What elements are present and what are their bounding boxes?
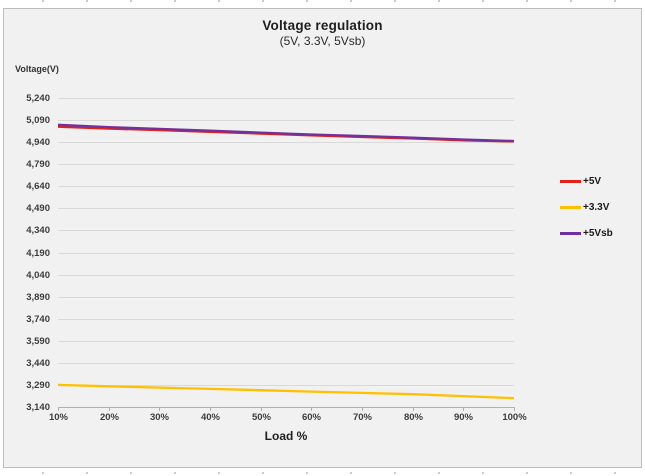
x-tick-label: 30% bbox=[149, 412, 169, 423]
legend-item-5vsb: +5Vsb bbox=[560, 227, 613, 239]
y-tick-label: 3,590 bbox=[26, 335, 50, 347]
top-edge-tick-marks bbox=[0, 0, 645, 2]
y-tick-label: 4,190 bbox=[26, 247, 50, 259]
chart-legend: +5V +3.3V +5Vsb bbox=[560, 175, 613, 253]
y-tick-label: 4,040 bbox=[26, 269, 50, 281]
legend-item-33v: +3.3V bbox=[560, 201, 613, 213]
series-line-33v bbox=[57, 383, 515, 400]
y-tick-label: 4,340 bbox=[26, 224, 50, 236]
y-tick-label: 4,940 bbox=[26, 136, 50, 148]
chart-title: Voltage regulation bbox=[262, 18, 383, 33]
x-tick-label: 50% bbox=[251, 412, 271, 423]
y-tick-label: 5,240 bbox=[26, 92, 50, 104]
legend-line-swatch bbox=[560, 231, 581, 235]
x-tick-label: 40% bbox=[200, 412, 220, 423]
y-tick-label: 3,740 bbox=[26, 313, 50, 325]
legend-label: +3.3V bbox=[583, 201, 610, 213]
x-tick-label: 10% bbox=[48, 412, 68, 423]
y-tick-label: 3,290 bbox=[26, 379, 50, 391]
x-tick-label: 80% bbox=[403, 412, 423, 423]
series-line-5v bbox=[57, 125, 515, 143]
series-line-5vsb bbox=[57, 123, 515, 143]
x-tick-label: 90% bbox=[453, 412, 473, 423]
y-tick-label: 4,790 bbox=[26, 158, 50, 170]
y-tick-label: 3,890 bbox=[26, 291, 50, 303]
x-tick-label: 60% bbox=[301, 412, 321, 423]
legend-line-swatch bbox=[560, 205, 581, 209]
voltage-regulation-chart: Voltage regulation (5V, 3.3V, 5Vsb) Volt… bbox=[3, 8, 642, 468]
y-tick-label: 4,490 bbox=[26, 202, 50, 214]
legend-label: +5Vsb bbox=[583, 227, 613, 239]
y-tick-label: 4,640 bbox=[26, 180, 50, 192]
bottom-edge-tick-marks bbox=[0, 472, 645, 474]
x-axis-title: Load % bbox=[264, 429, 308, 443]
x-tick-label: 20% bbox=[99, 412, 119, 423]
legend-label: +5V bbox=[583, 175, 602, 187]
plot-area bbox=[57, 98, 515, 411]
y-tick-label: 3,440 bbox=[26, 357, 50, 369]
x-tick-label: 100% bbox=[502, 412, 527, 423]
legend-line-swatch bbox=[560, 179, 581, 183]
y-tick-label: 5,090 bbox=[26, 114, 50, 126]
x-tick-label: 70% bbox=[352, 412, 372, 423]
legend-item-5v: +5V bbox=[560, 175, 613, 187]
y-tick-label: 3,140 bbox=[26, 401, 50, 413]
y-axis-title: Voltage(V) bbox=[15, 64, 59, 74]
chart-subtitle: (5V, 3.3V, 5Vsb) bbox=[279, 34, 366, 48]
